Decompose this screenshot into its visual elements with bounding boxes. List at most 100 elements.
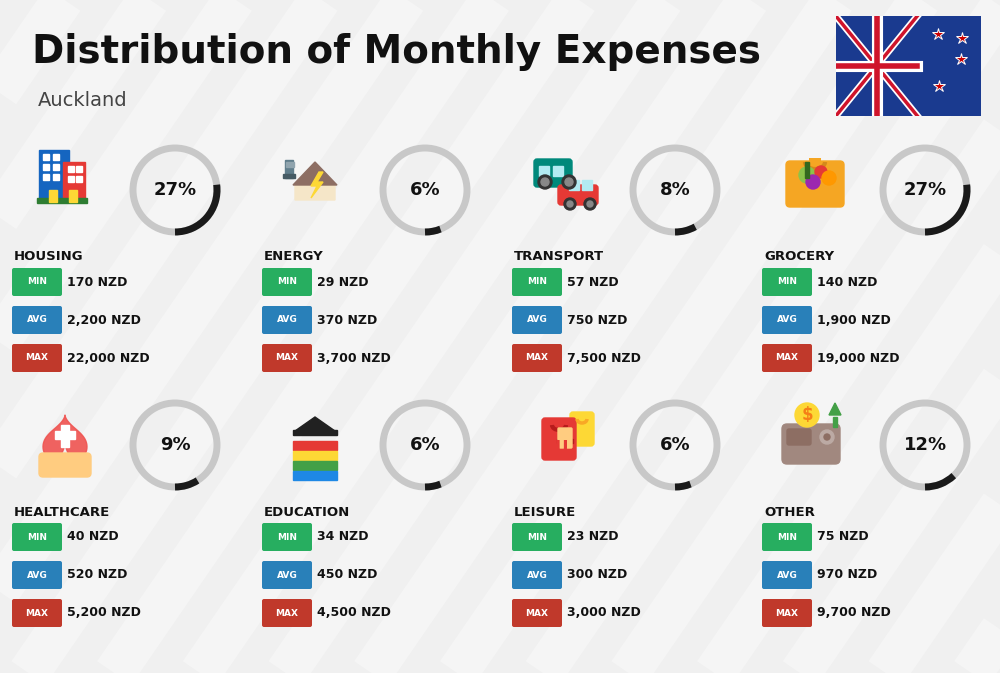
Text: AVG: AVG bbox=[27, 571, 47, 579]
Text: 450 NZD: 450 NZD bbox=[317, 569, 377, 581]
Text: 23 NZD: 23 NZD bbox=[567, 530, 618, 544]
FancyBboxPatch shape bbox=[12, 344, 62, 372]
Text: EDUCATION: EDUCATION bbox=[264, 505, 350, 518]
Text: 9%: 9% bbox=[160, 436, 190, 454]
Text: MAX: MAX bbox=[276, 608, 298, 618]
Text: 6%: 6% bbox=[410, 181, 440, 199]
Circle shape bbox=[815, 166, 827, 178]
Bar bbox=[290, 162, 294, 167]
Text: 6%: 6% bbox=[660, 436, 690, 454]
Text: AVG: AVG bbox=[527, 571, 547, 579]
Text: AVG: AVG bbox=[27, 316, 47, 324]
Text: MIN: MIN bbox=[777, 532, 797, 542]
FancyBboxPatch shape bbox=[762, 306, 812, 334]
Circle shape bbox=[822, 171, 836, 185]
FancyBboxPatch shape bbox=[558, 185, 598, 205]
Text: 300 NZD: 300 NZD bbox=[567, 569, 627, 581]
Text: 3,000 NZD: 3,000 NZD bbox=[567, 606, 641, 620]
Bar bbox=[61, 425, 69, 447]
Bar bbox=[569, 180, 579, 190]
Text: MIN: MIN bbox=[27, 532, 47, 542]
FancyBboxPatch shape bbox=[762, 523, 812, 551]
Text: 4,500 NZD: 4,500 NZD bbox=[317, 606, 391, 620]
Text: 29 NZD: 29 NZD bbox=[317, 275, 368, 289]
Circle shape bbox=[795, 403, 819, 427]
Text: MIN: MIN bbox=[27, 277, 47, 287]
Bar bbox=[557, 439, 573, 443]
Bar bbox=[37, 198, 87, 203]
FancyBboxPatch shape bbox=[787, 429, 811, 445]
Text: AVG: AVG bbox=[527, 316, 547, 324]
Circle shape bbox=[562, 175, 576, 189]
Bar bbox=[293, 430, 337, 435]
Text: $: $ bbox=[801, 406, 813, 424]
Text: AVG: AVG bbox=[777, 316, 797, 324]
Bar bbox=[53, 154, 59, 160]
Circle shape bbox=[584, 198, 596, 210]
Bar bbox=[286, 162, 290, 167]
FancyBboxPatch shape bbox=[570, 412, 594, 446]
Bar bbox=[53, 164, 59, 170]
Polygon shape bbox=[311, 172, 323, 198]
Text: GROCERY: GROCERY bbox=[764, 250, 834, 264]
FancyBboxPatch shape bbox=[786, 161, 844, 207]
Bar bbox=[293, 461, 337, 470]
Text: ENERGY: ENERGY bbox=[264, 250, 324, 264]
Text: 170 NZD: 170 NZD bbox=[67, 275, 127, 289]
Bar bbox=[69, 190, 77, 202]
FancyBboxPatch shape bbox=[762, 599, 812, 627]
FancyBboxPatch shape bbox=[262, 306, 312, 334]
Text: 520 NZD: 520 NZD bbox=[67, 569, 127, 581]
FancyBboxPatch shape bbox=[782, 424, 840, 464]
Bar bbox=[43, 154, 49, 160]
Text: AVG: AVG bbox=[777, 571, 797, 579]
Text: 12%: 12% bbox=[903, 436, 947, 454]
Bar bbox=[283, 174, 295, 178]
Text: 2,200 NZD: 2,200 NZD bbox=[67, 314, 141, 326]
Circle shape bbox=[565, 178, 573, 186]
FancyBboxPatch shape bbox=[12, 268, 62, 296]
Bar bbox=[539, 166, 549, 176]
Text: MIN: MIN bbox=[277, 532, 297, 542]
Text: 5,200 NZD: 5,200 NZD bbox=[67, 606, 141, 620]
Polygon shape bbox=[295, 417, 335, 431]
FancyBboxPatch shape bbox=[558, 428, 572, 448]
Bar bbox=[68, 176, 74, 182]
Bar bbox=[76, 176, 82, 182]
Bar bbox=[833, 417, 837, 427]
FancyBboxPatch shape bbox=[534, 159, 572, 187]
Polygon shape bbox=[829, 403, 841, 415]
Text: U: U bbox=[554, 439, 568, 457]
Text: 8%: 8% bbox=[660, 181, 690, 199]
FancyBboxPatch shape bbox=[512, 561, 562, 589]
Bar bbox=[43, 174, 49, 180]
Text: MAX: MAX bbox=[276, 353, 298, 363]
Text: Distribution of Monthly Expenses: Distribution of Monthly Expenses bbox=[32, 33, 761, 71]
Circle shape bbox=[799, 167, 815, 183]
FancyBboxPatch shape bbox=[512, 344, 562, 372]
Bar bbox=[809, 158, 821, 170]
Circle shape bbox=[806, 175, 820, 189]
Text: MAX: MAX bbox=[776, 608, 798, 618]
Text: MIN: MIN bbox=[777, 277, 797, 287]
FancyBboxPatch shape bbox=[512, 306, 562, 334]
Text: MIN: MIN bbox=[527, 277, 547, 287]
Text: MIN: MIN bbox=[277, 277, 297, 287]
FancyBboxPatch shape bbox=[762, 344, 812, 372]
Circle shape bbox=[564, 198, 576, 210]
Polygon shape bbox=[43, 415, 87, 460]
Bar bbox=[68, 166, 74, 172]
FancyBboxPatch shape bbox=[512, 268, 562, 296]
Circle shape bbox=[820, 430, 834, 444]
Text: MAX: MAX bbox=[526, 353, 548, 363]
Text: 75 NZD: 75 NZD bbox=[817, 530, 869, 544]
Text: AVG: AVG bbox=[277, 571, 297, 579]
Circle shape bbox=[312, 428, 318, 434]
FancyBboxPatch shape bbox=[762, 268, 812, 296]
FancyBboxPatch shape bbox=[262, 599, 312, 627]
FancyBboxPatch shape bbox=[12, 523, 62, 551]
Bar bbox=[76, 166, 82, 172]
Text: MIN: MIN bbox=[527, 532, 547, 542]
FancyBboxPatch shape bbox=[262, 268, 312, 296]
Text: 6%: 6% bbox=[410, 436, 440, 454]
